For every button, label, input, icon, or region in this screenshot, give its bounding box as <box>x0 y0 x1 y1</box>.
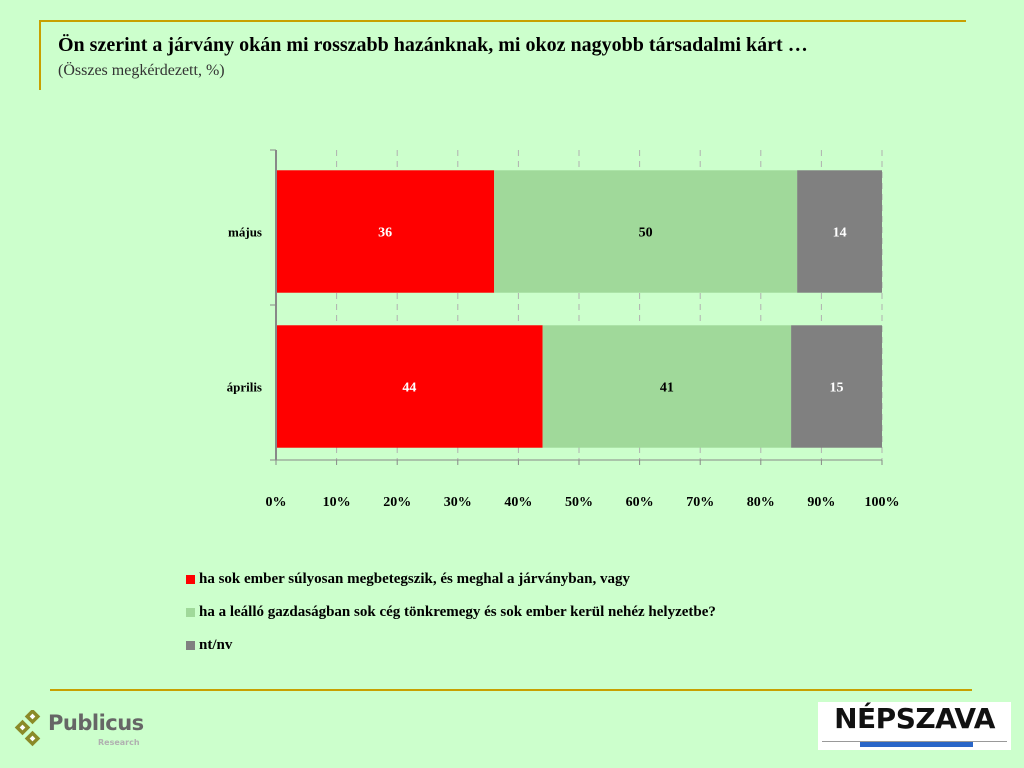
bar-segment <box>791 325 882 448</box>
x-tick-label: 20% <box>383 495 411 510</box>
nepszava-logo: NÉPSZAVA <box>818 702 1011 750</box>
header-side-rule <box>39 20 41 90</box>
page-title: Ön szerint a járvány okán mi rosszabb ha… <box>58 34 808 56</box>
x-tick-label: 30% <box>444 495 472 510</box>
x-tick-label: 50% <box>565 495 593 510</box>
legend-swatch-red <box>186 574 195 584</box>
diamond-logo-icon <box>14 710 41 747</box>
nepszava-strip <box>860 742 973 747</box>
x-tick-label: 70% <box>686 495 714 510</box>
x-tick-label: 100% <box>865 495 900 510</box>
x-tick-label: 80% <box>747 495 775 510</box>
legend-item: ha sok ember súlyosan megbetegszik, és m… <box>186 571 716 587</box>
footer-rule <box>50 689 972 691</box>
legend-label: ha sok ember súlyosan megbetegszik, és m… <box>199 570 630 587</box>
legend-label: nt/nv <box>199 636 233 653</box>
data-label: 44 <box>402 381 416 396</box>
publicus-subtext: Research <box>98 738 140 747</box>
x-tick-label: 10% <box>323 495 351 510</box>
data-label: 36 <box>378 226 392 241</box>
bar-segment <box>276 325 543 448</box>
bar-segment <box>276 170 495 293</box>
x-tick-label: 60% <box>626 495 654 510</box>
page-subtitle: (Összes megkérdezett, %) <box>58 62 225 79</box>
bar-segment <box>494 170 798 293</box>
stacked-bar-chart: 36 50 14 május 44 41 15 április 0% 10% 20% 30% 40% 50… <box>227 149 900 510</box>
legend-swatch-green <box>186 607 195 617</box>
bar-segment <box>797 170 882 293</box>
header-rule <box>40 20 966 22</box>
category-label: április <box>227 380 262 395</box>
publicus-logo: Publicus Research <box>14 708 154 752</box>
chart-legend: ha sok ember súlyosan megbetegszik, és m… <box>186 571 716 670</box>
bar-segment <box>542 325 792 448</box>
data-label: 50 <box>639 226 653 241</box>
legend-item: ha a leálló gazdaságban sok cég tönkreme… <box>186 604 716 620</box>
category-label: május <box>228 225 262 240</box>
x-tick-label: 0% <box>266 495 287 510</box>
data-label: 41 <box>660 381 674 396</box>
x-tick-label: 40% <box>504 495 532 510</box>
nepszava-rule <box>822 741 1007 742</box>
nepszava-wordmark: NÉPSZAVA <box>834 702 995 735</box>
legend-swatch-gray <box>186 640 195 650</box>
legend-label: ha a leálló gazdaságban sok cég tönkreme… <box>199 603 716 620</box>
data-label: 15 <box>830 381 844 396</box>
legend-item: nt/nv <box>186 637 716 653</box>
data-label: 14 <box>833 226 847 241</box>
x-tick-label: 90% <box>807 495 835 510</box>
publicus-wordmark: Publicus <box>48 711 144 735</box>
